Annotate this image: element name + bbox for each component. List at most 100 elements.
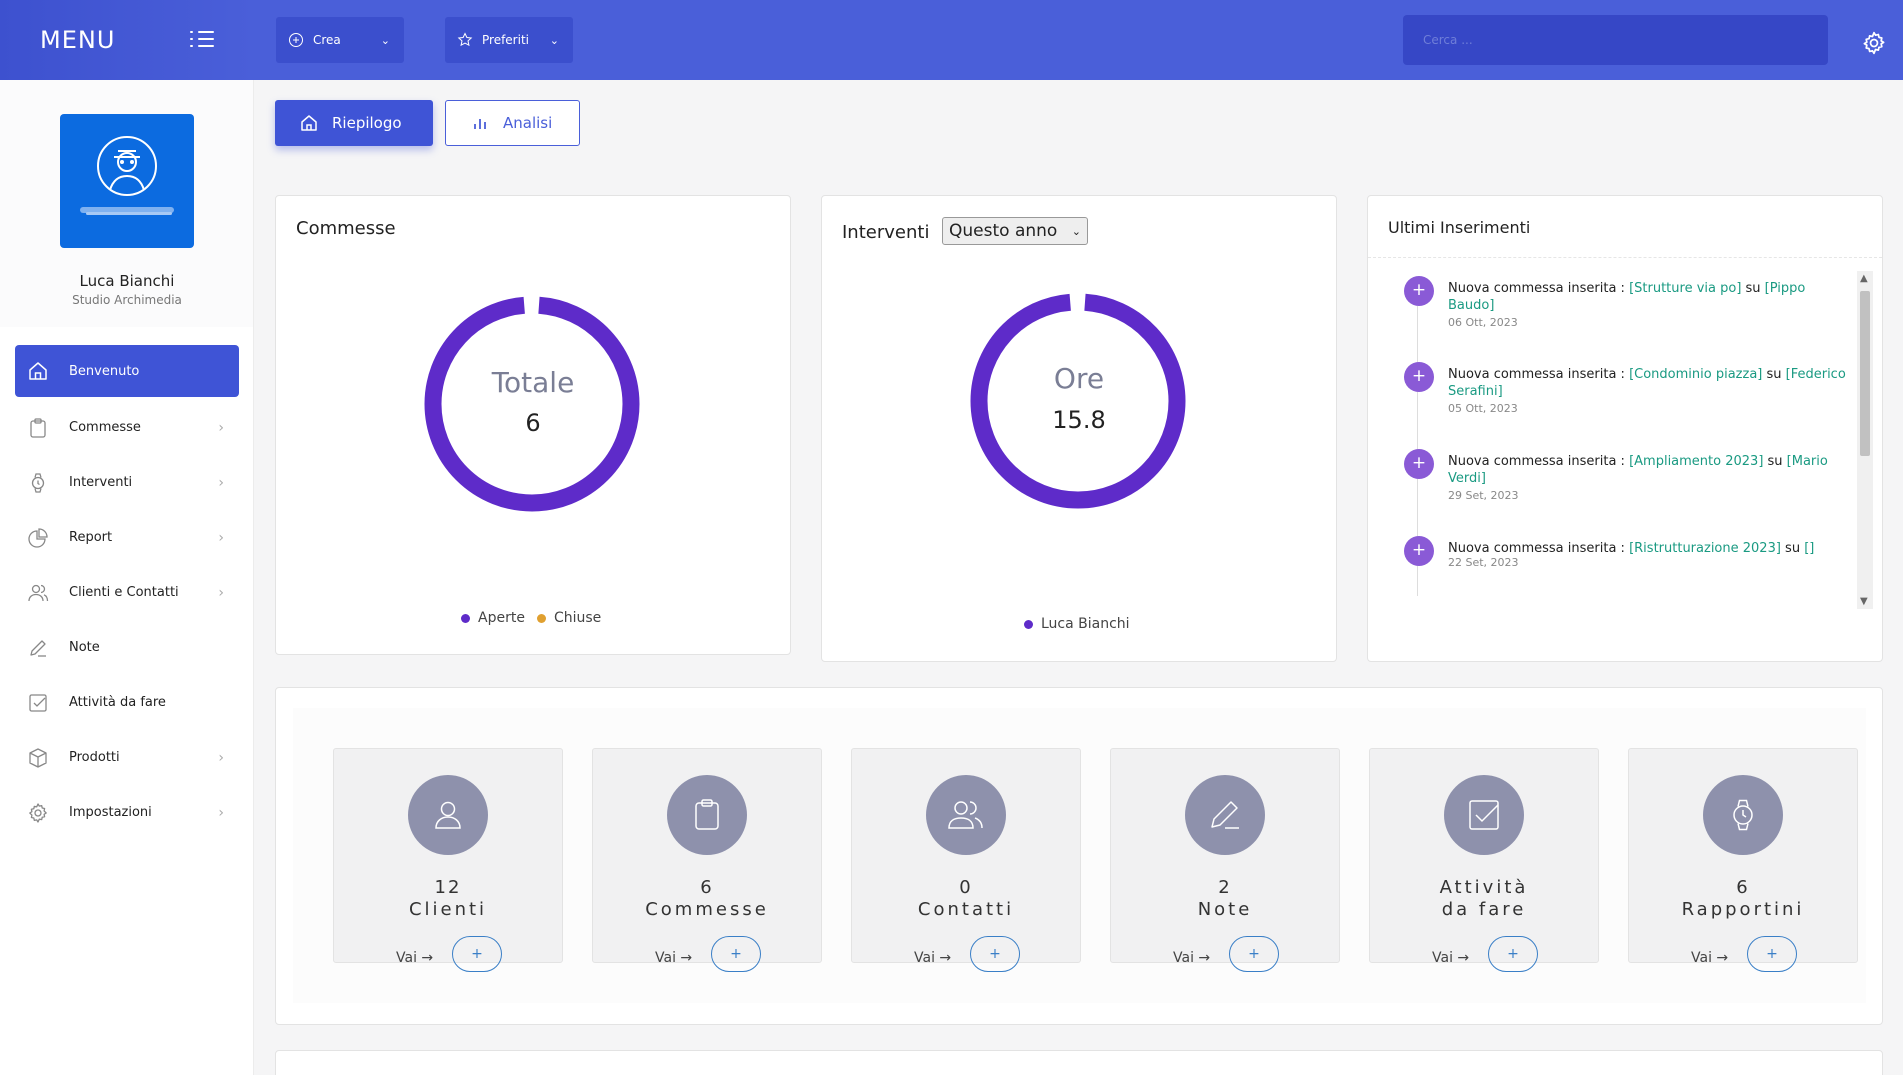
scrollbar-thumb[interactable] bbox=[1860, 291, 1870, 456]
client-link[interactable]: [] bbox=[1804, 541, 1815, 556]
legend-item-chiuse[interactable]: Chiuse bbox=[536, 610, 601, 626]
project-link[interactable]: [Ampliamento 2023] bbox=[1629, 454, 1764, 469]
sidebar-item-label: Interventi bbox=[69, 475, 133, 490]
stat-label: Commesse bbox=[645, 899, 769, 920]
go-link[interactable]: Vai → bbox=[1691, 950, 1729, 966]
sidebar-item-label: Attività da fare bbox=[69, 695, 166, 710]
legend-item-luca-bianchi[interactable]: Luca Bianchi bbox=[1024, 616, 1130, 632]
donut-center-label: Totale bbox=[491, 366, 575, 399]
stat-icon-circle bbox=[1703, 775, 1783, 855]
create-button[interactable]: Crea ⌄ bbox=[276, 17, 404, 63]
plus-icon[interactable]: + bbox=[1404, 449, 1434, 479]
entry-date: 22 Set, 2023 bbox=[1448, 556, 1519, 569]
search-input[interactable] bbox=[1403, 15, 1828, 65]
sidebar-item-label: Impostazioni bbox=[69, 805, 152, 820]
chevron-down-icon: ⌄ bbox=[380, 33, 390, 47]
go-link[interactable]: Vai → bbox=[1173, 950, 1211, 966]
chevron-right-icon: › bbox=[218, 419, 224, 436]
stat-icon-circle bbox=[408, 775, 488, 855]
scrollbar[interactable]: ▲ ▼ bbox=[1857, 271, 1873, 609]
project-link[interactable]: [Condominio piazza] bbox=[1629, 367, 1763, 382]
sidebar-item-clienti-contatti[interactable]: Clienti e Contatti › bbox=[0, 565, 254, 620]
add-button[interactable]: + bbox=[970, 936, 1020, 972]
check-square-icon bbox=[29, 693, 47, 712]
go-link[interactable]: Vai → bbox=[1432, 950, 1470, 966]
donut-center-value: 6 bbox=[525, 409, 541, 437]
sidebar-item-attivita[interactable]: Attività da fare bbox=[0, 675, 254, 730]
card-title: Commesse bbox=[296, 218, 396, 239]
clipboard-icon bbox=[30, 417, 46, 438]
stat-label: Attività da fare bbox=[1439, 877, 1529, 920]
tab-analisi[interactable]: Analisi bbox=[445, 100, 580, 146]
stat-tile-clienti: 12 Clienti Vai → + bbox=[333, 748, 563, 972]
chevron-down-icon[interactable]: ▼ bbox=[1860, 596, 1868, 607]
menu-header: MENU bbox=[0, 0, 254, 80]
legend-item-aperte[interactable]: Aperte bbox=[461, 610, 525, 626]
chevron-down-icon: ⌄ bbox=[1071, 224, 1081, 238]
sidebar-item-label: Prodotti bbox=[69, 750, 120, 765]
plus-icon[interactable]: + bbox=[1404, 276, 1434, 306]
go-link[interactable]: Vai → bbox=[914, 950, 952, 966]
profile-name: Luca Bianchi bbox=[79, 272, 175, 290]
project-link[interactable]: [Strutture via po] bbox=[1629, 281, 1742, 296]
project-link[interactable]: [Ristrutturazione 2023] bbox=[1629, 541, 1781, 556]
stat-icon-circle bbox=[926, 775, 1006, 855]
profile-company: Studio Archimedia bbox=[72, 293, 182, 307]
go-link[interactable]: Vai → bbox=[396, 950, 434, 966]
watch-icon bbox=[31, 472, 45, 493]
add-button[interactable]: + bbox=[1747, 936, 1797, 972]
entry-text: Nuova commessa inserita : [Ampliamento 2… bbox=[1448, 454, 1828, 486]
entry-date: 06 Ott, 2023 bbox=[1448, 316, 1518, 329]
avatar[interactable] bbox=[60, 114, 194, 248]
clipboard-icon bbox=[695, 799, 719, 830]
sidebar-item-benvenuto[interactable]: Benvenuto bbox=[15, 345, 239, 397]
home-icon bbox=[29, 362, 47, 380]
plus-icon[interactable]: + bbox=[1404, 536, 1434, 566]
add-button[interactable]: + bbox=[452, 936, 502, 972]
sidebar-item-impostazioni[interactable]: Impostazioni › bbox=[0, 785, 254, 840]
pie-chart-icon bbox=[28, 527, 48, 548]
chevron-up-icon[interactable]: ▲ bbox=[1860, 273, 1868, 284]
sidebar-item-interventi[interactable]: Interventi › bbox=[0, 455, 254, 510]
client-link[interactable]: [Pippo Baudo] bbox=[1448, 281, 1806, 313]
sidebar-item-note[interactable]: Note bbox=[0, 620, 254, 675]
user-icon bbox=[435, 801, 461, 829]
sidebar-item-prodotti[interactable]: Prodotti › bbox=[0, 730, 254, 785]
stats-row: 12 Clienti Vai → + 6 Commesse Vai → + 0 … bbox=[293, 708, 1866, 1003]
stat-value: 12 bbox=[434, 877, 462, 898]
arrow-right-icon: → bbox=[1457, 950, 1470, 966]
chevron-right-icon: › bbox=[218, 804, 224, 821]
sidebar-item-report[interactable]: Report › bbox=[0, 510, 254, 565]
client-link[interactable]: [Federico Serafini] bbox=[1448, 367, 1846, 399]
star-icon bbox=[457, 32, 473, 47]
entry-text: Nuova commessa inserita : [Ristrutturazi… bbox=[1448, 541, 1815, 556]
tab-label: Analisi bbox=[503, 114, 553, 132]
period-select[interactable]: Questo anno ⌄ bbox=[942, 217, 1088, 245]
go-link[interactable]: Vai → bbox=[655, 950, 693, 966]
stat-label: Note bbox=[1197, 899, 1253, 920]
plus-circle-icon bbox=[289, 33, 303, 47]
client-link[interactable]: [Mario Verdi] bbox=[1448, 454, 1828, 486]
bar-chart-icon bbox=[474, 119, 486, 129]
entry-text: Nuova commessa inserita : [Condominio pi… bbox=[1448, 367, 1846, 399]
stat-value: 0 bbox=[959, 877, 973, 898]
users-icon bbox=[28, 584, 49, 601]
donut-center-value: 15.8 bbox=[1052, 406, 1106, 434]
tab-riepilogo[interactable]: Riepilogo bbox=[275, 100, 433, 146]
favorites-button[interactable]: Preferiti ⌄ bbox=[445, 17, 573, 63]
tab-label: Riepilogo bbox=[332, 114, 402, 132]
add-button[interactable]: + bbox=[1488, 936, 1538, 972]
recent-entries-list: + Nuova commessa inserita : [Strutture v… bbox=[1386, 276, 1866, 601]
users-icon bbox=[948, 801, 983, 829]
plus-icon[interactable]: + bbox=[1404, 362, 1434, 392]
gear-icon[interactable] bbox=[1861, 30, 1887, 56]
list-icon[interactable] bbox=[190, 31, 214, 49]
stat-value: 6 bbox=[1736, 877, 1750, 898]
entry-date: 29 Set, 2023 bbox=[1448, 489, 1519, 502]
watch-icon bbox=[1733, 799, 1753, 831]
add-button[interactable]: + bbox=[1229, 936, 1279, 972]
add-button[interactable]: + bbox=[711, 936, 761, 972]
arrow-right-icon: → bbox=[421, 950, 434, 966]
sidebar-item-commesse[interactable]: Commesse › bbox=[0, 400, 254, 455]
arrow-right-icon: → bbox=[680, 950, 693, 966]
